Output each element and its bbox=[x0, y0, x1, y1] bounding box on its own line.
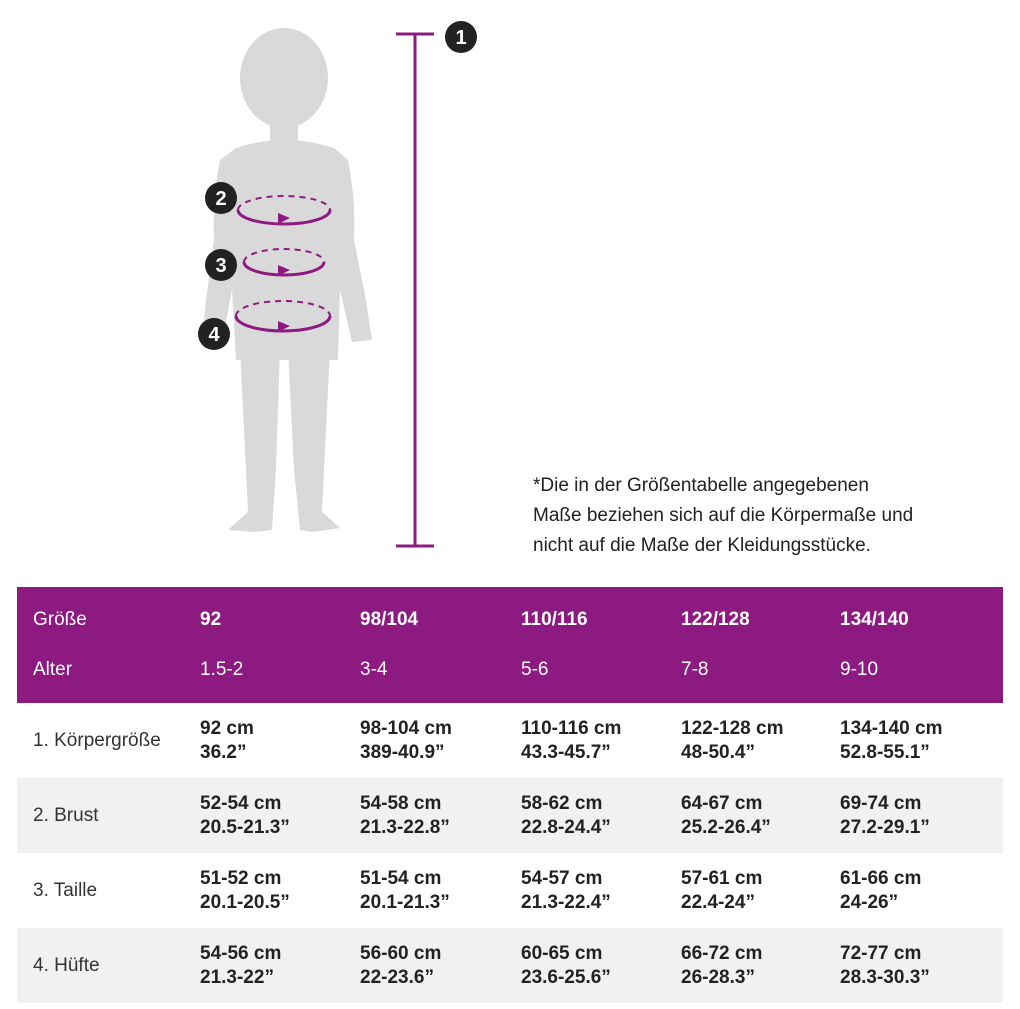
measure-cell: 64-67 cm 25.2-26.4” bbox=[681, 792, 771, 838]
measure-cell: 98-104 cm 389-40.9” bbox=[360, 717, 452, 763]
row-label: 3. Taille bbox=[33, 879, 98, 901]
table-row-waist: 3. Taille 51-52 cm 20.1-20.5” 51-54 cm 20.… bbox=[17, 853, 1003, 928]
age-label: Alter bbox=[33, 659, 73, 680]
measure-cell: 54-57 cm 21.3-22.4” bbox=[521, 867, 611, 913]
age-cell: 1.5-2 bbox=[200, 659, 244, 680]
height-bar bbox=[396, 32, 434, 548]
measure-cell: 51-54 cm 20.1-21.3” bbox=[360, 867, 450, 913]
table-row-hip: 4. Hüfte 54-56 cm 21.3-22” 56-60 cm 22-23.… bbox=[17, 928, 1003, 1003]
measure-cell: 51-52 cm 20.1-20.5” bbox=[200, 867, 290, 913]
measure-cell: 58-62 cm 22.8-24.4” bbox=[521, 792, 611, 838]
measure-cell: 54-56 cm 21.3-22” bbox=[200, 942, 282, 988]
measure-cell: 69-74 cm 27.2-29.1” bbox=[840, 792, 930, 838]
size-table: Größe 92 98/104 110/116 122/128 134/140 … bbox=[17, 587, 1003, 1003]
svg-text:2: 2 bbox=[215, 188, 226, 210]
measurement-figure: 1 2 3 4 bbox=[198, 21, 477, 548]
size-header-row: Größe 92 98/104 110/116 122/128 134/140 bbox=[17, 587, 1003, 645]
age-cell: 5-6 bbox=[521, 659, 549, 680]
age-cell: 7-8 bbox=[681, 659, 709, 680]
measure-cell: 134-140 cm 52.8-55.1” bbox=[840, 717, 943, 763]
measure-cell: 92 cm 36.2” bbox=[200, 717, 254, 763]
table-row-chest: 2. Brust 52-54 cm 20.5-21.3” 54-58 cm 21.3… bbox=[17, 778, 1003, 853]
note-line: *Die in der Größentabelle angegebenen bbox=[533, 475, 869, 496]
measure-cell: 66-72 cm 26-28.3” bbox=[681, 942, 763, 988]
measure-cell: 52-54 cm 20.5-21.3” bbox=[200, 792, 290, 838]
age-cell: 3-4 bbox=[360, 659, 388, 680]
measure-cell: 110-116 cm 43.3-45.7” bbox=[521, 717, 622, 763]
measure-cell: 56-60 cm 22-23.6” bbox=[360, 942, 442, 988]
svg-text:4: 4 bbox=[208, 324, 220, 346]
row-label: 1. Körpergröße bbox=[33, 729, 161, 751]
hip-ring bbox=[234, 300, 332, 333]
svg-text:3: 3 bbox=[215, 255, 226, 277]
waist-ring bbox=[242, 248, 326, 277]
measure-cell: 72-77 cm 28.3-30.3” bbox=[840, 942, 930, 988]
marker-3: 3 bbox=[205, 249, 237, 281]
size-92: 92 bbox=[200, 609, 222, 630]
measure-cell: 122-128 cm 48-50.4” bbox=[681, 717, 784, 763]
measure-cell: 57-61 cm 22.4-24” bbox=[681, 867, 763, 913]
size-122-128: 122/128 bbox=[681, 609, 750, 630]
table-row-height: 1. Körpergröße 92 cm 36.2” 98-104 cm 389-4… bbox=[17, 703, 1003, 778]
size-label: Größe bbox=[33, 609, 87, 630]
size-98-104: 98/104 bbox=[360, 609, 419, 630]
measure-cell: 54-58 cm 21.3-22.8” bbox=[360, 792, 450, 838]
row-label: 2. Brust bbox=[33, 804, 99, 826]
svg-text:1: 1 bbox=[455, 27, 466, 49]
age-header-row: Alter 1.5-2 3-4 5-6 7-8 9-10 bbox=[17, 645, 1003, 703]
child-silhouette bbox=[202, 28, 372, 532]
chest-ring bbox=[236, 195, 332, 226]
marker-4: 4 bbox=[198, 318, 230, 350]
size-note: *Die in der Größentabelle angegebenen Ma… bbox=[533, 471, 993, 561]
note-line: nicht auf die Maße der Kleidungsstücke. bbox=[533, 535, 871, 556]
size-134-140: 134/140 bbox=[840, 609, 909, 630]
note-line: Maße beziehen sich auf die Körpermaße un… bbox=[533, 505, 914, 526]
size-110-116: 110/116 bbox=[521, 609, 588, 630]
measure-cell: 60-65 cm 23.6-25.6” bbox=[521, 942, 611, 988]
age-cell: 9-10 bbox=[840, 659, 879, 680]
marker-1: 1 bbox=[445, 21, 477, 53]
row-label: 4. Hüfte bbox=[33, 954, 100, 976]
measure-cell: 61-66 cm 24-26” bbox=[840, 867, 922, 913]
marker-2: 2 bbox=[205, 182, 237, 214]
